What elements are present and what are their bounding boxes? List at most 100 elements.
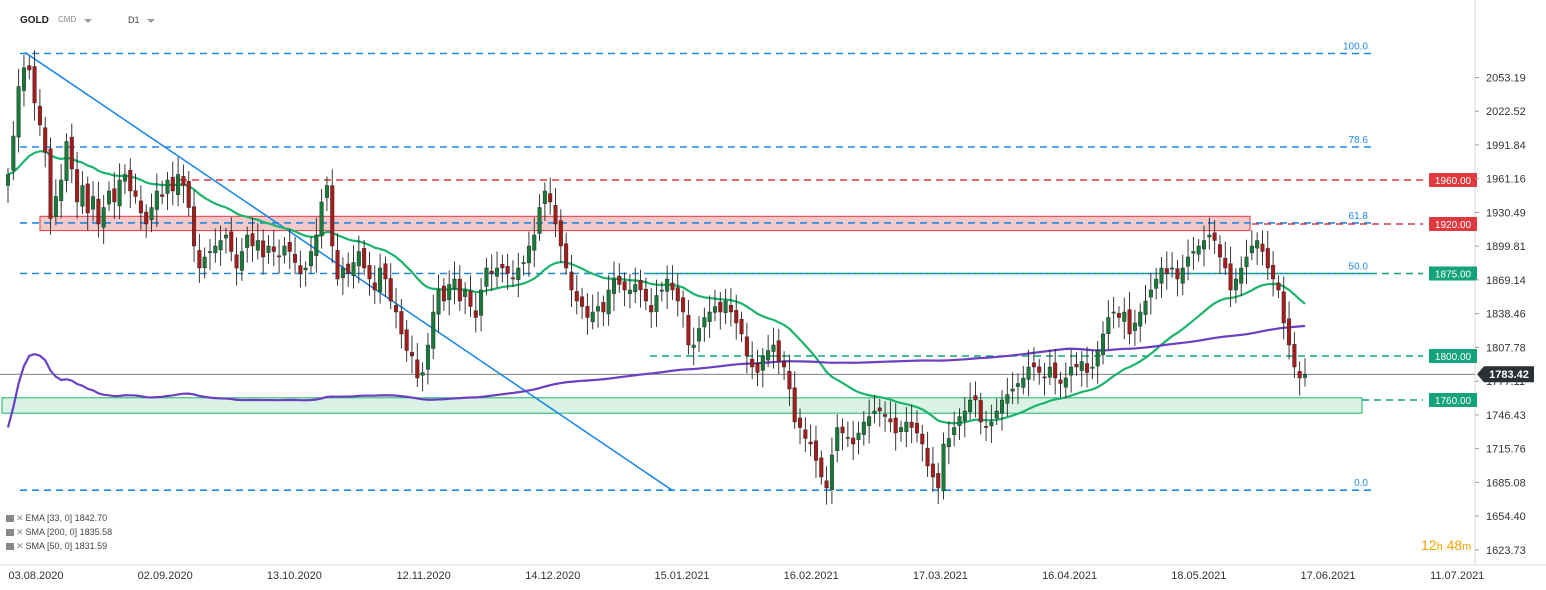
candle-body	[356, 251, 361, 267]
candle-body	[989, 421, 994, 427]
candle-body	[1148, 289, 1153, 298]
candle-body	[537, 207, 542, 234]
candle-body	[409, 351, 414, 357]
candle-body	[1127, 309, 1132, 335]
fibonacci-label: 50.0	[1349, 262, 1369, 273]
candle-body	[526, 245, 531, 264]
candle-body	[718, 301, 723, 313]
candle-body	[611, 278, 616, 294]
close-icon[interactable]: ✕	[16, 513, 24, 523]
candle-body	[851, 437, 856, 445]
candle-body	[952, 427, 957, 435]
settings-icon[interactable]	[6, 543, 14, 551]
candle-body	[1111, 311, 1116, 314]
candle-body	[441, 285, 446, 302]
candle-body	[202, 256, 207, 268]
level-badge	[1429, 393, 1477, 407]
candle-body	[372, 282, 377, 291]
candle-body	[633, 284, 638, 293]
y-tick-label: 1685.08	[1486, 477, 1526, 489]
candle-body	[149, 207, 154, 221]
candle-body	[1228, 263, 1233, 291]
candle-body	[580, 296, 585, 307]
level-label: 1920.00	[1435, 220, 1472, 231]
x-tick-label: 18.05.2021	[1171, 570, 1226, 582]
candle-body	[946, 438, 951, 448]
candle-body	[176, 174, 181, 195]
candle-body	[920, 433, 925, 445]
candle-body	[1021, 377, 1026, 388]
candle-body	[271, 246, 276, 252]
candle-body	[744, 336, 749, 357]
candle-body	[64, 141, 69, 181]
indicator-ema[interactable]: ✕ EMA [33, 0] 1842.70	[6, 513, 107, 524]
candle-body	[473, 310, 478, 318]
timeframe-label[interactable]: D1	[128, 15, 140, 25]
symbol-label[interactable]: GOLD	[20, 15, 49, 26]
candle-body	[186, 181, 191, 208]
candle-body	[739, 319, 744, 335]
sma200-line	[6, 324, 1306, 428]
candle-body	[760, 355, 765, 371]
y-tick-label: 1838.46	[1486, 309, 1526, 321]
candle-body	[585, 306, 590, 318]
candle-body	[957, 416, 962, 426]
indicator-sma50[interactable]: ✕ SMA [50, 0] 1831.59	[6, 541, 107, 552]
candle-body	[96, 198, 101, 225]
candle-body	[468, 290, 473, 307]
indicator-sma200[interactable]: ✕ SMA [200, 0] 1835.58	[6, 527, 112, 538]
candle-body	[340, 267, 345, 278]
candle-body	[622, 281, 627, 291]
y-tick-label: 2022.52	[1486, 106, 1526, 118]
chevron-down-icon[interactable]	[147, 19, 155, 23]
x-tick-label: 14.12.2020	[525, 570, 580, 582]
candle-body	[728, 305, 733, 313]
candle-body	[1233, 278, 1238, 291]
candle-body	[346, 263, 351, 274]
candle-body	[420, 372, 425, 376]
candle-body	[638, 280, 643, 291]
candle-body	[383, 263, 388, 280]
x-tick-label: 16.04.2021	[1042, 570, 1097, 582]
candle-body	[85, 183, 90, 214]
source-label[interactable]: CMD	[58, 15, 77, 24]
candle-body	[362, 248, 367, 269]
candle-body	[792, 387, 797, 423]
candle-body	[489, 270, 494, 274]
candle-body	[1106, 317, 1111, 335]
level-label: 1760.00	[1435, 396, 1472, 407]
x-tick-label: 17.06.2021	[1300, 570, 1355, 582]
candle-body	[223, 234, 228, 239]
fibonacci-label: 0.0	[1354, 478, 1368, 489]
candle-body	[1212, 232, 1217, 241]
settings-icon[interactable]	[6, 529, 14, 537]
settings-icon[interactable]	[6, 515, 14, 523]
close-icon[interactable]: ✕	[16, 527, 24, 537]
candle-body	[888, 418, 893, 423]
candle-body	[808, 441, 813, 445]
candle-body	[255, 240, 260, 251]
close-icon[interactable]: ✕	[16, 541, 24, 551]
candle-body	[681, 297, 686, 313]
candle-body	[1271, 265, 1276, 280]
y-tick-label: 1623.73	[1486, 545, 1526, 557]
candle-body	[1249, 245, 1254, 254]
candle-body	[229, 231, 234, 252]
candle-body	[239, 251, 244, 271]
candle-body	[479, 289, 484, 316]
candle-body	[1015, 383, 1020, 387]
candle-body	[1292, 344, 1297, 368]
fibonacci-label: 61.8	[1349, 211, 1369, 222]
y-tick-label: 1746.43	[1486, 410, 1526, 422]
level-badge	[1429, 349, 1477, 363]
candle-body	[11, 135, 16, 171]
candle-body	[813, 440, 818, 461]
y-tick-label: 1807.78	[1486, 342, 1526, 354]
candle-body	[335, 250, 340, 280]
chevron-down-icon[interactable]	[84, 19, 92, 23]
candle-body	[1255, 240, 1260, 249]
candle-body	[287, 242, 292, 252]
y-tick-label: 1899.81	[1486, 241, 1526, 253]
candle-body	[43, 127, 48, 153]
